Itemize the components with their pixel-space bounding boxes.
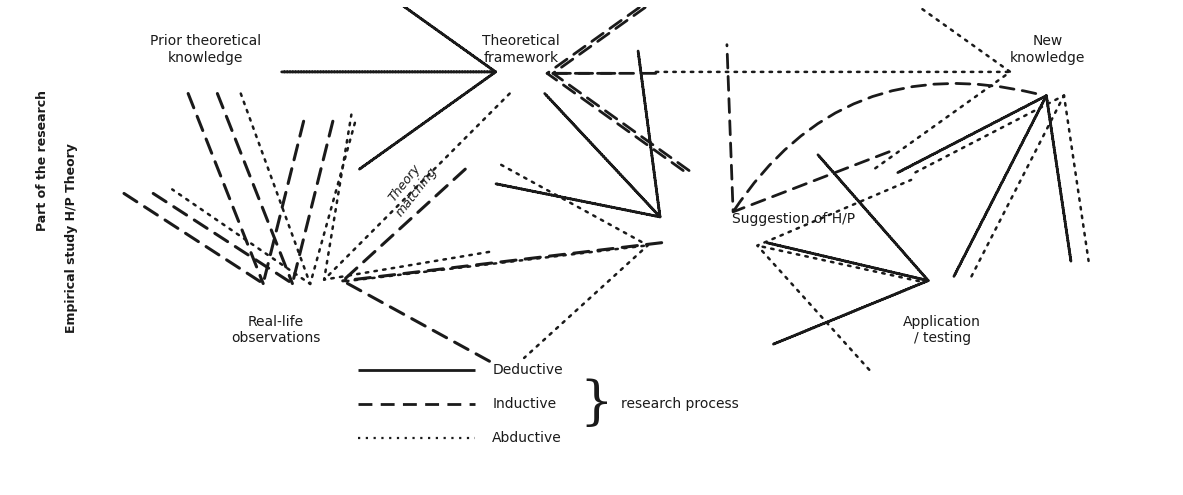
Text: Application
/ testing: Application / testing	[904, 315, 981, 345]
FancyArrowPatch shape	[916, 96, 1088, 276]
FancyArrowPatch shape	[345, 165, 648, 358]
FancyArrowPatch shape	[547, 0, 684, 171]
FancyArrowPatch shape	[496, 51, 660, 217]
Text: Theoretical
framework: Theoretical framework	[483, 35, 561, 65]
FancyArrowPatch shape	[123, 94, 304, 284]
Text: Prior theoretical
knowledge: Prior theoretical knowledge	[150, 35, 261, 65]
FancyArrowPatch shape	[767, 155, 929, 344]
Text: Real-life
observations: Real-life observations	[231, 315, 321, 345]
FancyArrowPatch shape	[726, 45, 1036, 212]
Text: Abductive: Abductive	[492, 431, 562, 445]
FancyArrowPatch shape	[324, 94, 510, 280]
Text: research process: research process	[621, 397, 738, 411]
FancyArrowPatch shape	[898, 96, 1071, 276]
Text: Inductive: Inductive	[492, 397, 556, 411]
Text: New
knowledge: New knowledge	[1010, 35, 1085, 65]
Text: Theory
matching: Theory matching	[381, 155, 439, 219]
FancyArrowPatch shape	[757, 180, 919, 370]
Text: Deductive: Deductive	[492, 363, 563, 377]
FancyArrowPatch shape	[343, 168, 661, 361]
FancyArrowPatch shape	[552, 0, 689, 171]
Text: }: }	[580, 378, 614, 429]
Text: Empirical study H/P Theory: Empirical study H/P Theory	[65, 143, 78, 333]
FancyArrowPatch shape	[151, 94, 332, 284]
FancyArrowPatch shape	[173, 94, 355, 284]
Text: Suggestion of H/P: Suggestion of H/P	[732, 212, 855, 226]
FancyArrowPatch shape	[655, 0, 1010, 169]
Text: Part of the research: Part of the research	[35, 91, 49, 231]
FancyArrowPatch shape	[282, 0, 496, 169]
